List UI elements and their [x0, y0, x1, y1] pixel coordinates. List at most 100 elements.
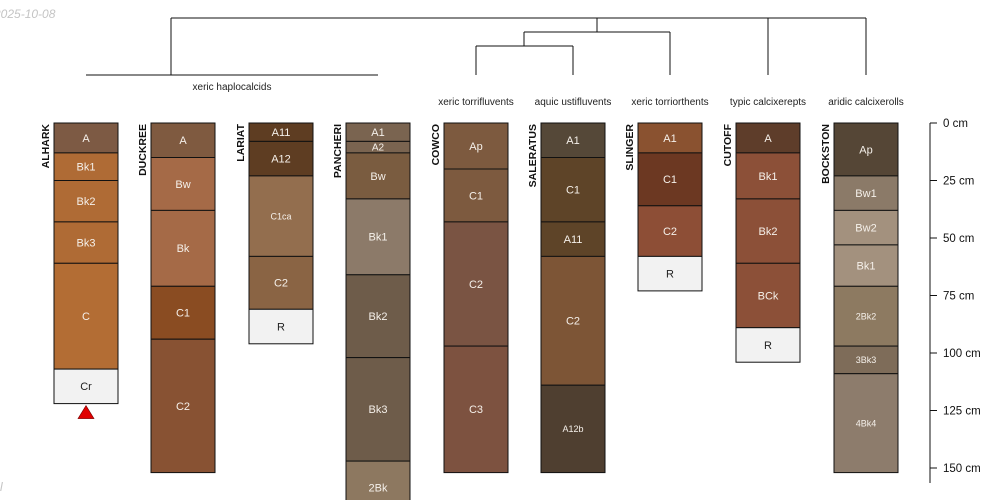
horizon-label: BCk [758, 290, 779, 302]
group-label-aridic-calcixerolls: aridic calcixerolls [828, 97, 904, 108]
depth-tick-label: 0 cm [943, 118, 968, 130]
horizon-label: A12b [562, 424, 583, 434]
horizon-cutoff-r [735, 327, 801, 363]
horizon-label: A1 [566, 135, 579, 147]
horizon-alhark-bk2 [53, 180, 119, 223]
horizon-slinger-c1 [637, 152, 703, 207]
horizon-label: Bw1 [855, 188, 876, 200]
horizon-alhark-c [53, 262, 119, 370]
horizon-slinger-r [637, 255, 703, 292]
corner-label: l [0, 480, 3, 494]
horizon-label: A1 [663, 133, 676, 145]
horizon-label: C1 [566, 185, 580, 197]
horizon-bockston-2bk2 [833, 285, 899, 347]
profile-cowco: Ap C1 C2 C3 COWCO [430, 122, 509, 474]
horizon-lariat-c2 [248, 255, 314, 310]
profile-cutoff: A Bk1 Bk2 BCk R CUTOFF [722, 122, 801, 363]
horizon-lariat-a12 [248, 140, 314, 177]
profile-slinger: A1 C1 C2 R SLINGER [624, 122, 703, 292]
group-labels: xeric haplocalcids xeric torrifluvents aqu… [193, 82, 904, 108]
horizon-label: A12 [271, 154, 291, 166]
profile-lariat: A11 A12 C1ca C2 R LARIAT [235, 122, 314, 345]
horizon-cowco-c3 [443, 345, 509, 474]
horizon-duckree-a [150, 122, 216, 158]
horizon-label: Bk [177, 243, 190, 255]
horizon-label: Bk2 [759, 226, 778, 238]
horizon-label: Ap [859, 144, 872, 156]
group-label-aquic-ustifluvents: aquic ustifluvents [535, 97, 612, 108]
horizon-label: A [82, 133, 90, 145]
horizon-pancheri-bw [345, 152, 411, 200]
group-label-xeric-torriorthents: xeric torriorthents [631, 97, 708, 108]
profile-name-slinger: SLINGER [624, 124, 636, 171]
depth-axis: 0 cm 25 cm 50 cm 75 cm 100 cm 125 cm 150 cm [929, 118, 981, 483]
horizon-bockston-bw1 [833, 175, 899, 211]
group-label-xeric-torrifluvents: xeric torrifluvents [438, 97, 514, 108]
horizon-label: R [666, 269, 674, 281]
horizon-duckree-bw [150, 157, 216, 211]
horizon-label: Bk3 [369, 404, 388, 416]
horizon-cowco-c2 [443, 221, 509, 347]
horizon-cowco-c1 [443, 168, 509, 223]
horizon-pancheri-2bk [345, 460, 411, 500]
horizon-pancheri-bk3 [345, 357, 411, 462]
horizon-label: C1 [469, 190, 483, 202]
horizon-saleratus-c2 [540, 255, 606, 386]
group-label-typic-calcixerepts: typic calcixerepts [730, 97, 806, 108]
horizon-label: C2 [663, 226, 677, 238]
profile-bockston: Ap Bw1 Bw2 Bk1 2Bk2 3Bk3 4Bk4 BOCKSTON [820, 122, 899, 474]
depth-tick-label: 25 cm [943, 176, 974, 188]
horizon-label: A [764, 133, 772, 145]
horizon-label: 4Bk4 [856, 418, 877, 428]
horizon-bockston-4bk4 [833, 373, 899, 474]
depth-tick-label: 50 cm [943, 233, 974, 245]
date-stamp: 2025-10-08 [0, 7, 56, 21]
bottom-marker-triangle [77, 405, 95, 419]
horizon-label: Bw [370, 171, 385, 183]
horizon-saleratus-a11 [540, 221, 606, 257]
horizon-label: Bk1 [77, 162, 96, 174]
depth-tick-label: 75 cm [943, 291, 974, 303]
horizon-cowco-ap [443, 122, 509, 170]
horizon-duckree-c1 [150, 285, 216, 340]
horizon-label: Bk2 [369, 311, 388, 323]
dendrogram [86, 17, 867, 76]
horizon-label: Ap [469, 141, 482, 153]
profile-name-cowco: COWCO [430, 124, 442, 165]
profile-duckree: A Bw Bk C1 C2 DUCKREE [137, 122, 216, 474]
horizon-label: A2 [372, 143, 385, 154]
horizon-label: 2Bk [369, 482, 388, 494]
horizon-slinger-a1 [637, 122, 703, 154]
horizon-label: Cr [80, 381, 92, 393]
horizon-label: A11 [272, 127, 291, 139]
horizon-label: C1 [663, 174, 677, 186]
horizon-label: C3 [469, 404, 483, 416]
horizon-label: C2 [176, 401, 190, 413]
profile-name-alhark: ALHARK [40, 124, 52, 169]
horizon-pancheri-bk2 [345, 274, 411, 359]
horizon-label: 3Bk3 [856, 355, 877, 365]
horizon-saleratus-a1 [540, 122, 606, 158]
horizon-saleratus-a12b [540, 384, 606, 474]
horizon-label: Bk3 [77, 237, 96, 249]
horizon-alhark-bk3 [53, 221, 119, 264]
profile-name-duckree: DUCKREE [137, 124, 149, 176]
horizon-label: Bw [175, 179, 190, 191]
horizon-lariat-r [248, 308, 314, 345]
horizon-label: A [179, 135, 187, 147]
profile-name-lariat: LARIAT [235, 123, 247, 161]
horizon-alhark-bk1 [53, 152, 119, 181]
depth-tick-label: 100 cm [943, 348, 981, 360]
horizon-alhark-cr [53, 368, 119, 405]
horizon-label: C1ca [270, 211, 291, 221]
horizon-bockston-3bk3 [833, 345, 899, 375]
horizon-label: Bk2 [77, 196, 96, 208]
horizon-pancheri-bk1 [345, 198, 411, 276]
horizon-label: R [277, 321, 285, 333]
horizon-label: C2 [469, 279, 483, 291]
horizon-label: R [764, 340, 772, 352]
profile-alhark: A Bk1 Bk2 Bk3 C Cr ALHARK [40, 122, 119, 419]
horizon-label: C2 [566, 316, 580, 328]
